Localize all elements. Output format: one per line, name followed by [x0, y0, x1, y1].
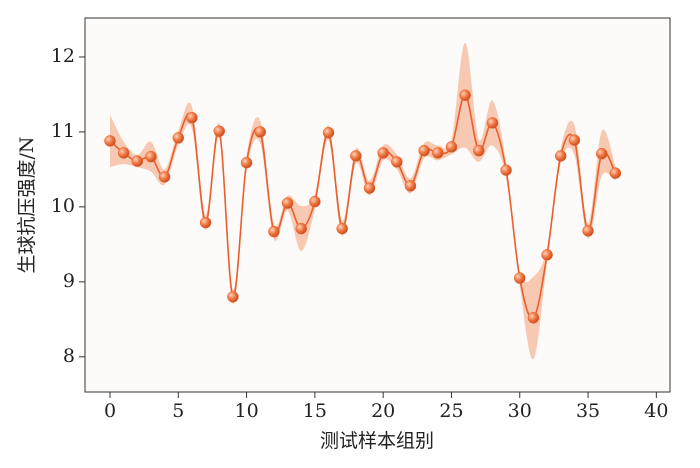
marker	[363, 182, 376, 194]
marker	[145, 150, 157, 163]
marker	[336, 222, 348, 235]
marker	[459, 89, 471, 101]
x-tick-label: 30	[508, 400, 532, 422]
marker	[322, 126, 335, 139]
marker	[199, 216, 212, 229]
x-tick-label: 15	[303, 400, 327, 422]
x-tick-label: 25	[439, 400, 463, 422]
x-axis-title: 测试样本组别	[320, 430, 434, 452]
marker	[172, 132, 185, 144]
marker	[186, 111, 198, 124]
marker	[527, 312, 540, 324]
marker	[281, 197, 294, 209]
marker	[486, 117, 499, 129]
y-tick-label: 11	[51, 120, 75, 142]
marker	[131, 155, 144, 167]
plot-frame	[84, 17, 671, 393]
marker	[104, 135, 116, 147]
x-tick-label: 40	[644, 400, 668, 422]
marker	[514, 272, 526, 284]
marker	[554, 150, 567, 162]
marker	[541, 249, 553, 261]
y-axis-title: 生球抗压强度/N	[16, 136, 38, 273]
marker	[158, 171, 171, 183]
marker	[609, 167, 622, 179]
marker	[473, 144, 485, 157]
marker	[240, 156, 253, 169]
marker	[309, 195, 321, 208]
marker	[213, 125, 226, 137]
marker	[595, 147, 608, 160]
marker	[254, 126, 266, 138]
marker	[582, 225, 594, 237]
marker	[350, 150, 362, 162]
marker	[445, 141, 458, 153]
y-tick-label: 12	[51, 45, 75, 67]
marker	[391, 156, 403, 168]
marker	[432, 147, 444, 159]
marker	[418, 144, 430, 157]
marker	[377, 147, 389, 159]
x-tick-label: 35	[576, 400, 600, 422]
marker	[117, 147, 130, 159]
x-tick-label: 5	[172, 400, 184, 422]
marker	[568, 134, 581, 146]
marker	[404, 180, 417, 192]
marker	[227, 291, 239, 303]
marker	[295, 222, 307, 235]
x-tick-label: 20	[371, 400, 395, 422]
marker	[500, 164, 512, 176]
x-tick-label: 10	[234, 400, 258, 422]
y-tick-label: 10	[51, 195, 75, 217]
y-tick-label: 9	[63, 270, 75, 292]
marker	[268, 225, 280, 238]
x-tick-label: 0	[104, 400, 116, 422]
y-tick-label: 8	[63, 345, 75, 367]
